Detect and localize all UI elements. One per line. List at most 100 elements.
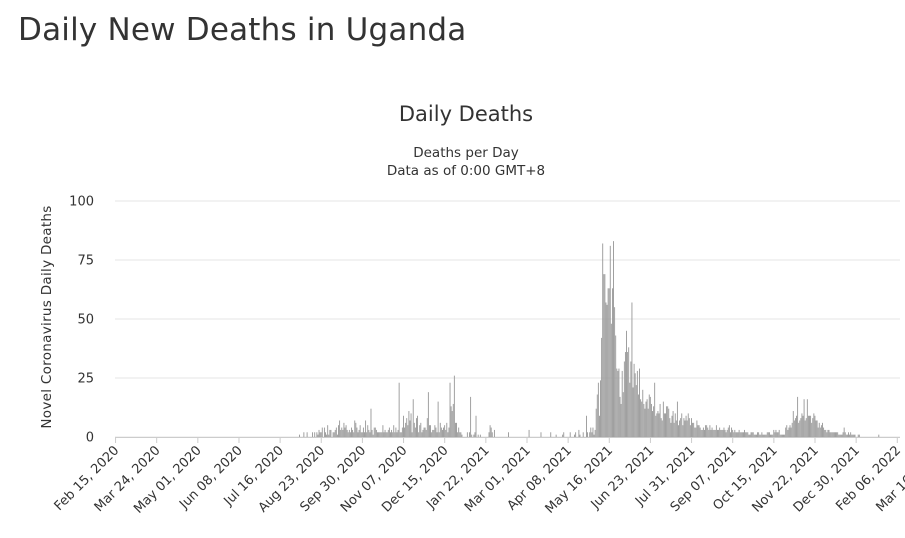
bar <box>725 432 727 437</box>
bar <box>646 399 648 437</box>
bar <box>340 429 342 437</box>
bar <box>345 425 347 437</box>
bar <box>473 434 475 437</box>
bar <box>708 429 710 437</box>
bar <box>407 425 409 437</box>
bar <box>735 432 737 437</box>
bar <box>404 427 406 437</box>
chart-subtitle-2: Data as of 0:00 GMT+8 <box>387 163 545 179</box>
bar <box>766 432 768 437</box>
bar <box>358 429 360 437</box>
bar <box>637 394 639 437</box>
bar <box>803 399 805 437</box>
bar <box>489 425 491 437</box>
bar <box>614 307 616 437</box>
bar <box>384 429 386 437</box>
bar <box>623 361 625 437</box>
bar <box>619 396 621 437</box>
bar <box>751 432 753 437</box>
bar <box>435 427 437 437</box>
bar <box>439 422 441 437</box>
bar <box>528 429 530 437</box>
y-tick-label: 25 <box>77 372 94 387</box>
bar <box>624 352 626 437</box>
bar <box>399 432 401 437</box>
bar <box>375 429 377 437</box>
bar <box>831 432 833 437</box>
bar <box>454 422 456 437</box>
bar <box>750 432 752 437</box>
bar <box>335 427 337 437</box>
bar <box>477 434 479 437</box>
bar <box>768 432 770 437</box>
bar <box>687 413 689 437</box>
bar <box>822 422 823 437</box>
bar <box>429 425 430 437</box>
bar <box>352 429 354 437</box>
bar <box>678 425 679 437</box>
bar <box>714 429 716 437</box>
bar <box>325 432 326 437</box>
bar <box>738 429 740 437</box>
bar <box>692 422 694 437</box>
bar <box>744 429 745 437</box>
bar <box>338 425 339 437</box>
bar <box>374 427 376 437</box>
bar <box>668 408 670 437</box>
bar <box>878 434 880 437</box>
bar <box>747 432 749 437</box>
bar <box>711 427 713 437</box>
bar <box>326 434 328 437</box>
bar <box>589 432 591 437</box>
bar <box>550 432 552 437</box>
bar <box>460 432 462 437</box>
bar <box>330 429 332 437</box>
bar <box>698 425 700 437</box>
bar <box>809 415 810 437</box>
bar <box>356 427 358 437</box>
bar <box>555 434 557 437</box>
bar <box>807 415 809 437</box>
bar <box>371 429 373 437</box>
bar <box>438 432 440 437</box>
bar <box>659 403 661 437</box>
bar <box>423 427 425 437</box>
bar <box>709 425 711 437</box>
bar <box>427 392 429 437</box>
bar <box>705 425 707 437</box>
bar <box>673 422 675 437</box>
bar <box>801 413 803 437</box>
bar <box>508 432 509 437</box>
bar <box>373 427 375 437</box>
bar <box>333 432 335 437</box>
bar <box>377 432 378 437</box>
bar <box>378 432 380 437</box>
bar <box>688 418 690 437</box>
bar <box>431 432 433 437</box>
bar <box>813 413 815 437</box>
bar <box>448 427 450 437</box>
bar <box>452 403 454 437</box>
bar <box>733 432 735 437</box>
bar <box>451 411 453 437</box>
bar <box>710 429 712 437</box>
y-tick-label: 100 <box>69 195 94 210</box>
bar <box>717 429 718 437</box>
bar <box>763 434 765 437</box>
bar <box>719 427 721 437</box>
bar <box>654 382 656 437</box>
bar <box>630 361 632 437</box>
y-tick-label: 0 <box>86 431 94 446</box>
y-axis-ticks: 0 25 50 75 100 <box>69 195 94 446</box>
bar <box>685 415 687 437</box>
bar <box>422 429 424 437</box>
bar <box>563 432 565 437</box>
bar <box>618 368 620 437</box>
bar <box>845 434 847 437</box>
y-tick-label: 75 <box>77 254 94 269</box>
bar <box>319 432 321 437</box>
bar <box>397 429 399 437</box>
bar <box>839 434 841 437</box>
bar <box>724 429 726 437</box>
bar <box>299 434 300 437</box>
